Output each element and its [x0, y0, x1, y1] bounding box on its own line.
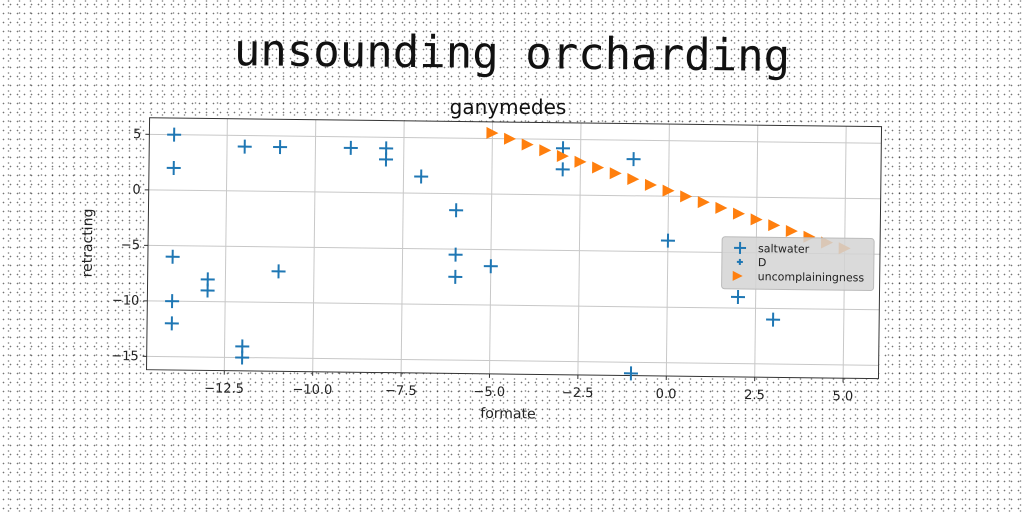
data-point [555, 162, 570, 177]
data-point [167, 127, 182, 142]
data-point [483, 259, 498, 274]
y-grid-line [148, 189, 881, 200]
data-point [556, 149, 569, 162]
data-point [235, 350, 250, 365]
x-grid-line [577, 122, 582, 375]
data-point [343, 140, 358, 155]
data-point [379, 152, 394, 167]
legend-marker [736, 258, 743, 265]
data-point [555, 141, 570, 156]
data-point [574, 155, 587, 168]
data-point [768, 219, 781, 232]
y-tick-label: 5 [133, 127, 141, 142]
data-point [592, 161, 605, 174]
data-point [273, 140, 288, 155]
data-point [644, 178, 657, 191]
y-tick-label: 0 [132, 183, 140, 198]
legend-label: D [758, 256, 767, 269]
data-point [732, 207, 746, 220]
data-point [539, 144, 552, 157]
legend-label: uncomplainingness [758, 270, 865, 284]
data-point [662, 184, 675, 197]
data-point [164, 316, 179, 331]
data-point [165, 249, 180, 264]
x-grid-line [223, 118, 228, 371]
data-point [521, 138, 534, 151]
data-point [448, 247, 463, 262]
x-tick-label: −7.5 [385, 384, 417, 399]
data-point [414, 169, 429, 184]
plot-frame [146, 117, 883, 380]
y-tick-label: −15 [111, 349, 139, 364]
x-grid-line [312, 119, 317, 372]
data-point [785, 224, 798, 237]
x-tick-label: −12.5 [204, 381, 244, 396]
data-point [448, 269, 463, 284]
legend-label: saltwater [758, 242, 810, 256]
data-point [237, 139, 252, 154]
legend-marker [734, 241, 747, 254]
x-grid-line [489, 121, 494, 374]
x-tick-label: −2.5 [562, 386, 594, 401]
data-point [165, 294, 180, 309]
x-axis-label: formate [480, 406, 536, 423]
data-point [623, 366, 638, 381]
data-point [730, 289, 746, 304]
data-point [200, 283, 215, 298]
data-point [626, 152, 641, 167]
x-tick-label: 2.5 [744, 388, 765, 403]
y-grid-line [147, 300, 880, 311]
data-point [503, 132, 517, 145]
data-point [166, 160, 181, 175]
x-tick-label: −10.0 [292, 382, 332, 397]
data-point [697, 196, 710, 209]
y-axis-label: retracting [80, 209, 97, 278]
x-tick-label: 5.0 [832, 389, 853, 404]
data-point [609, 167, 622, 180]
data-point [660, 233, 675, 248]
data-point [750, 213, 763, 226]
x-grid-line [400, 120, 405, 373]
plot-area [146, 117, 882, 379]
chart-title: ganymedes [450, 95, 567, 119]
y-grid-line [146, 355, 879, 366]
data-point [449, 203, 464, 218]
data-point [680, 190, 693, 203]
data-point [486, 126, 499, 139]
data-point [715, 201, 728, 214]
data-point [271, 264, 286, 279]
x-tick-label: −5.0 [473, 385, 505, 400]
x-tick-label: 0.0 [656, 387, 677, 402]
data-point [766, 312, 781, 327]
y-tick-label: −10 [112, 293, 140, 308]
data-point [627, 173, 640, 186]
x-grid-line [665, 124, 670, 377]
legend-marker [732, 270, 743, 281]
y-tick-label: −5 [121, 238, 140, 253]
